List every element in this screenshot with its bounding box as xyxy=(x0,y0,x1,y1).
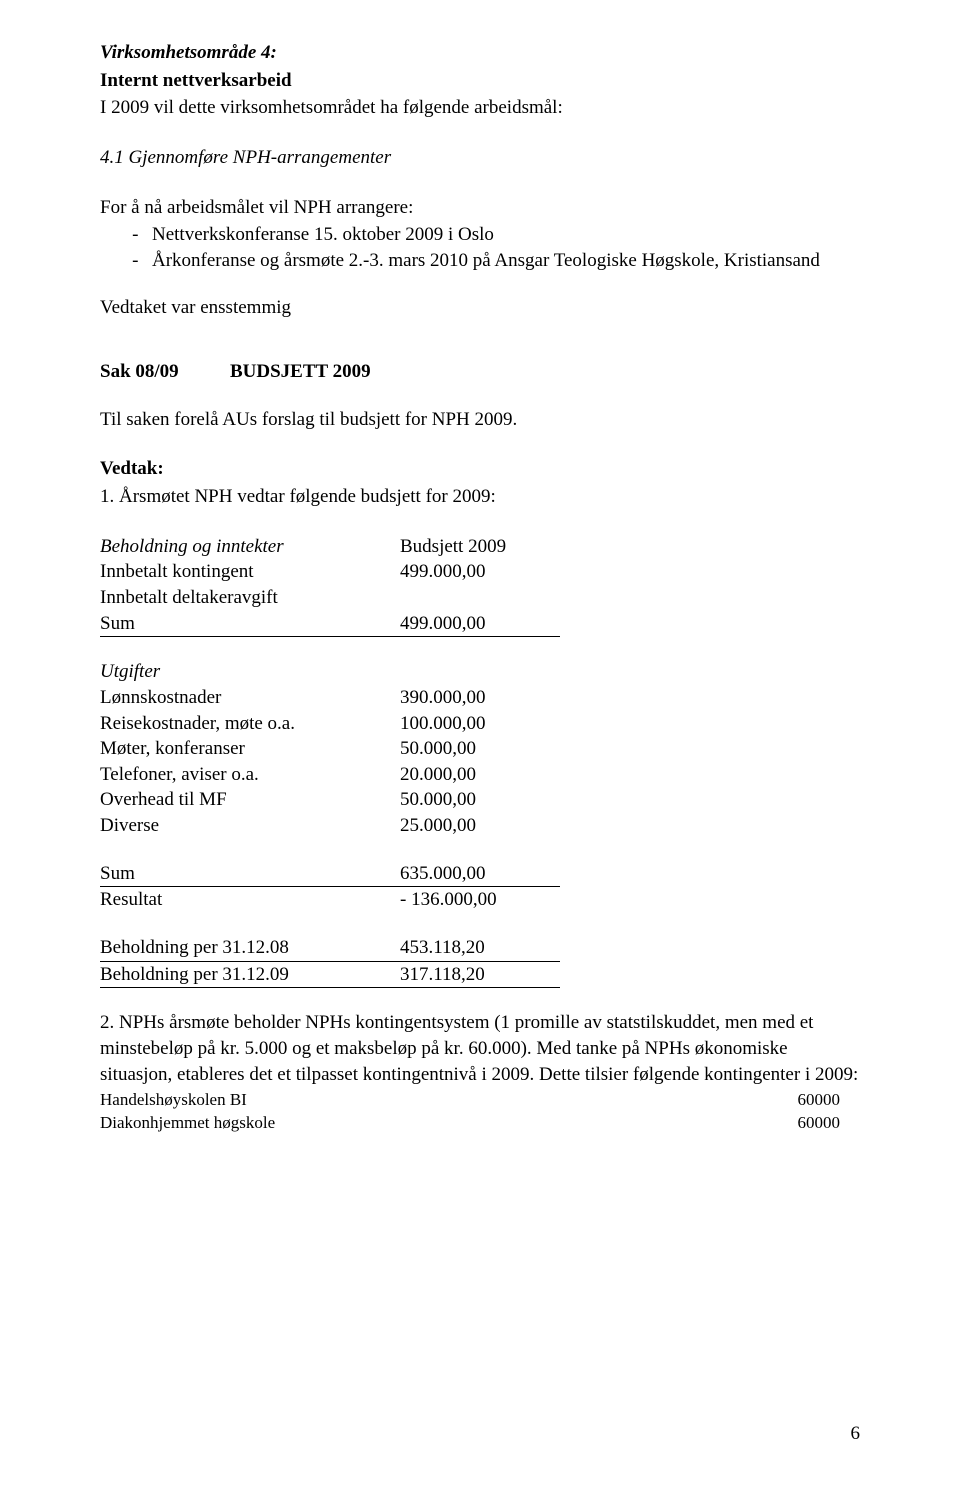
row-label: Innbetalt kontingent xyxy=(100,559,400,585)
goal-line: For å nå arbeidsmålet vil NPH arrangere: xyxy=(100,195,860,221)
document-page: Virksomhetsområde 4: Internt nettverksar… xyxy=(0,0,960,1487)
row-value: 50.000,00 xyxy=(400,787,560,813)
table-row: Diverse 25.000,00 xyxy=(100,813,860,839)
table-row: Møter, konferanser 50.000,00 xyxy=(100,736,860,762)
row-label: Møter, konferanser xyxy=(100,736,400,762)
balance-row: Beholdning per 31.12.09 317.118,20 xyxy=(100,962,860,989)
sum-label: Sum xyxy=(100,861,400,888)
area-intro: I 2009 vil dette virksomhetsområdet ha f… xyxy=(100,95,860,121)
income-heading-col2: Budsjett 2009 xyxy=(400,534,560,560)
row-label: Reisekostnader, møte o.a. xyxy=(100,711,400,737)
row-label: Overhead til MF xyxy=(100,787,400,813)
unanimous-line: Vedtaket var ensstemmig xyxy=(100,295,860,321)
income-heading-row: Beholdning og inntekter Budsjett 2009 xyxy=(100,534,860,560)
page-number: 6 xyxy=(851,1421,861,1447)
result-row: Resultat - 136.000,00 xyxy=(100,887,860,913)
row-value: 20.000,00 xyxy=(400,762,560,788)
institution-name: Handelshøyskolen BI xyxy=(100,1089,420,1112)
sum-value: 499.000,00 xyxy=(400,611,560,638)
row-value: 100.000,00 xyxy=(400,711,560,737)
table-row: Innbetalt kontingent 499.000,00 xyxy=(100,559,860,585)
vedtak-label: Vedtak: xyxy=(100,456,860,482)
income-heading: Beholdning og inntekter xyxy=(100,534,400,560)
table-row: Lønnskostnader 390.000,00 xyxy=(100,685,860,711)
income-sum-row: Sum 499.000,00 xyxy=(100,611,860,638)
balance-row: Beholdning per 31.12.08 453.118,20 xyxy=(100,935,860,962)
sum-label: Sum xyxy=(100,611,400,638)
sak-label: Sak 08/09 xyxy=(100,359,230,385)
row-value xyxy=(400,585,560,611)
table-row: Innbetalt deltakeravgift xyxy=(100,585,860,611)
list-item: Årkonferanse og årsmøte 2.-3. mars 2010 … xyxy=(148,248,860,274)
result-value: - 136.000,00 xyxy=(400,887,560,913)
result-label: Resultat xyxy=(100,887,400,913)
row-label: Diverse xyxy=(100,813,400,839)
balance-label: Beholdning per 31.12.09 xyxy=(100,962,400,989)
expenses-sum-row: Sum 635.000,00 xyxy=(100,861,860,888)
table-row: Overhead til MF 50.000,00 xyxy=(100,787,860,813)
sak-intro: Til saken forelå AUs forslag til budsjet… xyxy=(100,407,860,433)
row-label: Telefoner, aviser o.a. xyxy=(100,762,400,788)
row-value: 50.000,00 xyxy=(400,736,560,762)
row-value: 499.000,00 xyxy=(400,559,560,585)
institution-name: Diakonhjemmet høgskole xyxy=(100,1112,420,1135)
row-value: 390.000,00 xyxy=(400,685,560,711)
area-title: Virksomhetsområde 4: xyxy=(100,40,860,66)
sum-value: 635.000,00 xyxy=(400,861,560,888)
institution-amount: 60000 xyxy=(420,1112,840,1135)
list-item: Nettverkskonferanse 15. oktober 2009 i O… xyxy=(148,222,860,248)
table-row: Telefoner, aviser o.a. 20.000,00 xyxy=(100,762,860,788)
row-label: Innbetalt deltakeravgift xyxy=(100,585,400,611)
balance-value: 317.118,20 xyxy=(400,962,560,989)
sak-title: BUDSJETT 2009 xyxy=(230,359,371,385)
row-label: Lønnskostnader xyxy=(100,685,400,711)
vedtak-item-1: 1. Årsmøtet NPH vedtar følgende budsjett… xyxy=(100,484,860,510)
area-subtitle: Internt nettverksarbeid xyxy=(100,68,860,94)
institution-amount: 60000 xyxy=(420,1089,840,1112)
balance-value: 453.118,20 xyxy=(400,935,560,962)
institution-row: Handelshøyskolen BI 60000 xyxy=(100,1089,860,1112)
expenses-heading: Utgifter xyxy=(100,659,400,685)
section-4-1: 4.1 Gjennomføre NPH-arrangementer xyxy=(100,145,860,171)
sak-header: Sak 08/09 BUDSJETT 2009 xyxy=(100,359,860,385)
vedtak-item-2: 2. NPHs årsmøte beholder NPHs kontingent… xyxy=(100,1010,860,1087)
row-value: 25.000,00 xyxy=(400,813,560,839)
bullet-list: Nettverkskonferanse 15. oktober 2009 i O… xyxy=(100,222,860,273)
table-row: Reisekostnader, møte o.a. 100.000,00 xyxy=(100,711,860,737)
balance-label: Beholdning per 31.12.08 xyxy=(100,935,400,962)
expenses-heading-row: Utgifter xyxy=(100,659,860,685)
institution-row: Diakonhjemmet høgskole 60000 xyxy=(100,1112,860,1135)
